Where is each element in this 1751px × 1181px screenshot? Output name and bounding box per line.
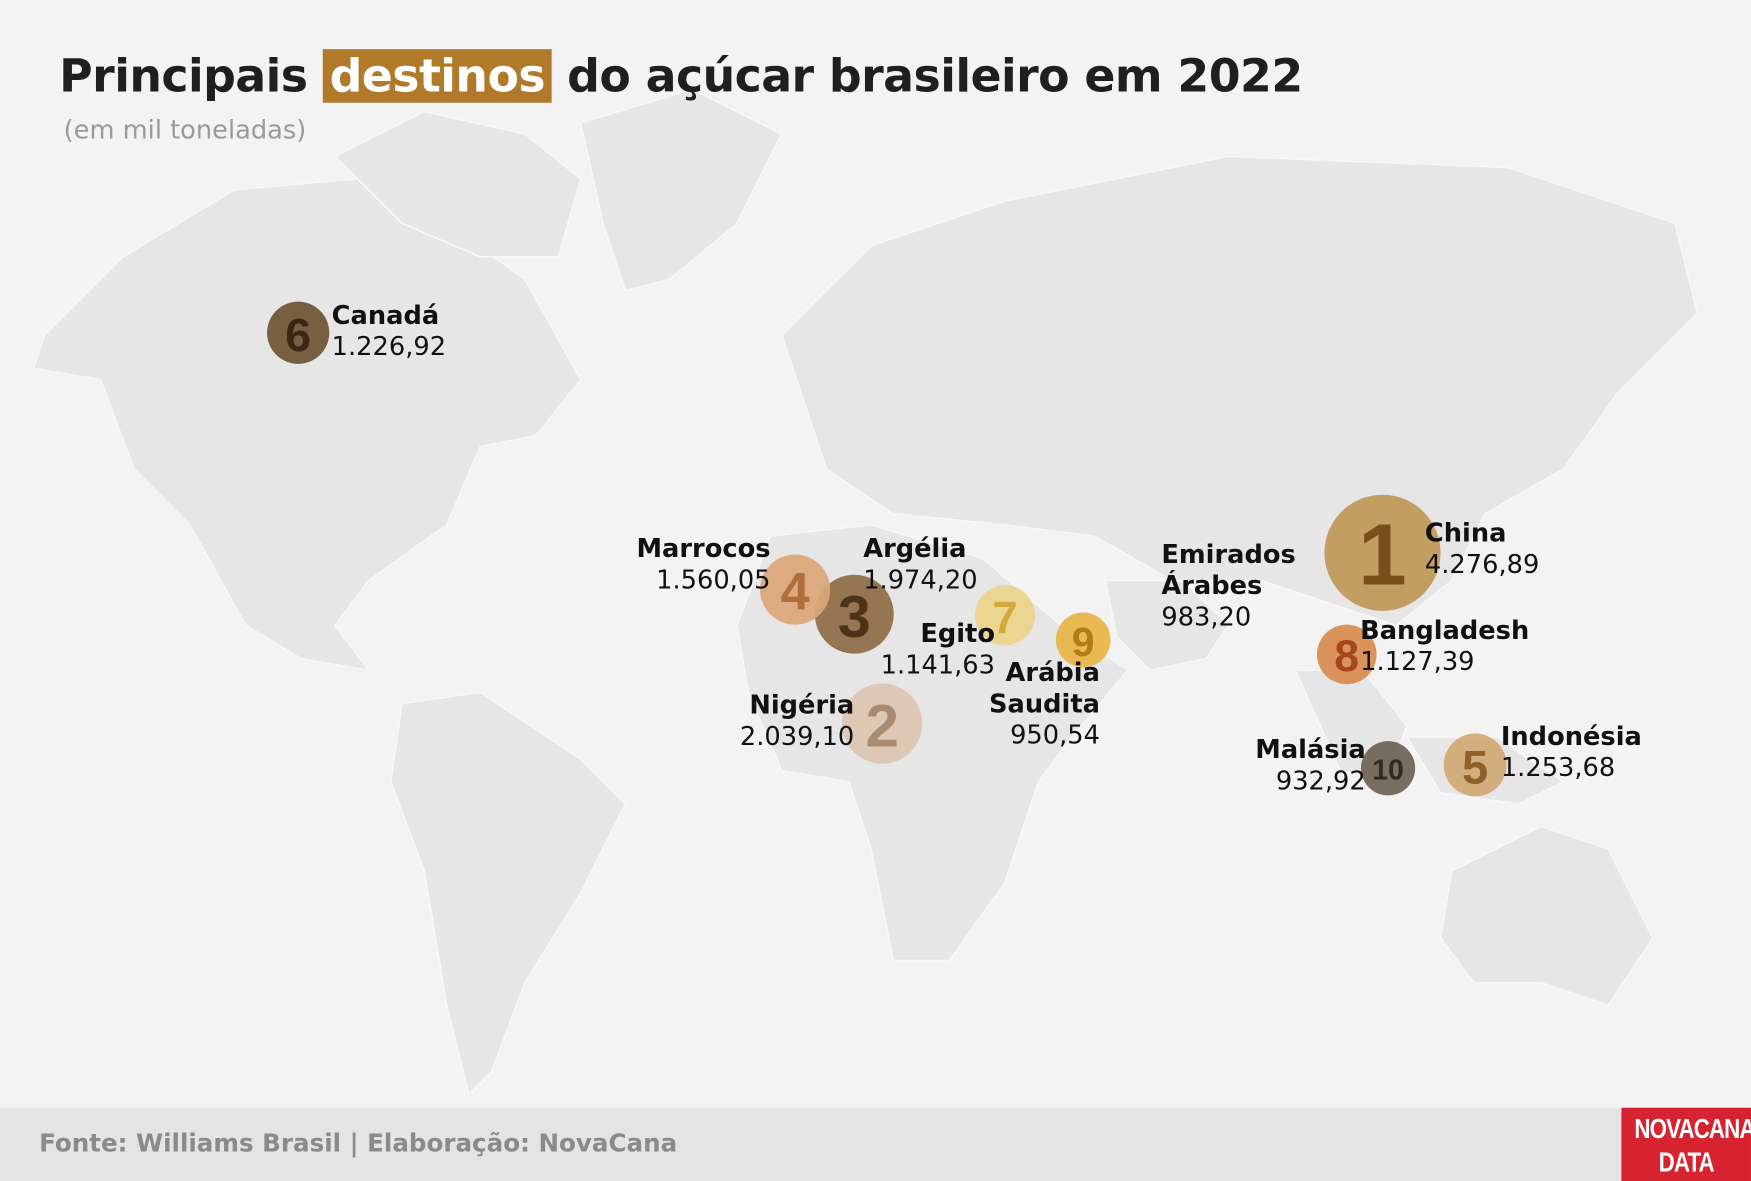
country-name: Argélia xyxy=(863,534,967,564)
bubble xyxy=(1316,624,1377,685)
point-label: Malásia 932,92 xyxy=(1255,735,1365,798)
bubble xyxy=(1443,733,1507,797)
value-label: 1.226,92 xyxy=(331,332,447,362)
country-name: Arábia Saudita xyxy=(989,658,1100,720)
rank-label: 6 xyxy=(285,309,311,361)
point-label: Bangladesh 1.127,39 xyxy=(1360,615,1529,678)
country-name: Emirados Árabes xyxy=(1161,540,1296,601)
point-label: Marrocos 1.560,05 xyxy=(636,534,770,597)
logo-text: NOVACANA xyxy=(1634,1113,1751,1145)
point-label: Arábia Saudita 950,54 xyxy=(977,658,1100,752)
source: Fonte: Williams Brasil | Elaboração: Nov… xyxy=(39,1130,678,1159)
value-label: 950,54 xyxy=(1010,721,1100,751)
point-label: Canadá 1.226,92 xyxy=(332,300,446,363)
rank-label: 5 xyxy=(1462,741,1488,794)
country-name: Canadá xyxy=(331,301,440,331)
title: Principais destinos do açúcar brasileiro… xyxy=(59,49,1303,103)
point-label: Nigéria 2.039,10 xyxy=(740,690,854,753)
point-label: Emirados Árabes 983,20 xyxy=(1161,539,1306,633)
value-label: 983,20 xyxy=(1161,603,1252,633)
country-name: Bangladesh xyxy=(1360,616,1530,646)
bubble xyxy=(1055,612,1111,668)
rank-label: 3 xyxy=(838,583,871,650)
country-name: Marrocos xyxy=(636,534,771,564)
bubble xyxy=(267,301,330,364)
rank-label: 10 xyxy=(1372,755,1404,787)
value-label: 932,92 xyxy=(1275,767,1366,797)
logo-text: DATA xyxy=(1658,1146,1715,1179)
bubble xyxy=(814,574,894,654)
subtitle: (em mil toneladas) xyxy=(63,116,307,146)
country-name: Indonésia xyxy=(1500,722,1642,752)
country-name: Egito xyxy=(920,619,995,649)
logo: NOVACANA DATA xyxy=(1621,1107,1751,1181)
point-label: Indonésia 1.253,68 xyxy=(1501,721,1642,784)
title-text: Principais xyxy=(59,49,308,103)
bubble xyxy=(1324,494,1441,611)
rank-label: 7 xyxy=(993,592,1018,643)
rank-label: 1 xyxy=(1358,506,1406,603)
value-label: 2.039,10 xyxy=(739,722,855,752)
value-label: 1.253,68 xyxy=(1500,753,1616,783)
bubble xyxy=(842,683,923,764)
point-label: Argélia 1.974,20 xyxy=(863,534,977,597)
value-label: 1.141,63 xyxy=(880,651,995,681)
bubble xyxy=(975,585,1036,646)
country-name: Malásia xyxy=(1255,735,1366,765)
rank-label: 9 xyxy=(1072,619,1095,665)
rank-label: 4 xyxy=(780,562,809,621)
bubble xyxy=(760,554,831,625)
title-highlight: destinos xyxy=(322,49,552,103)
country-name: Nigéria xyxy=(749,691,855,721)
land xyxy=(32,88,1699,1097)
point-label: China 4.276,89 xyxy=(1425,518,1539,581)
footer: Fonte: Williams Brasil | Elaboração: Nov… xyxy=(0,1107,1751,1181)
value-label: 1.974,20 xyxy=(863,566,978,596)
rank-label: 8 xyxy=(1334,632,1359,681)
value-label: 1.560,05 xyxy=(656,566,771,596)
country-name: China xyxy=(1424,519,1507,549)
point-label: Egito 1.141,63 xyxy=(881,619,995,682)
title-text: do açúcar brasileiro em 2022 xyxy=(567,49,1303,103)
value-label: 4.276,89 xyxy=(1424,550,1540,580)
rank-label: 2 xyxy=(865,692,898,759)
bubble xyxy=(1360,741,1416,796)
value-label: 1.127,39 xyxy=(1360,647,1475,677)
